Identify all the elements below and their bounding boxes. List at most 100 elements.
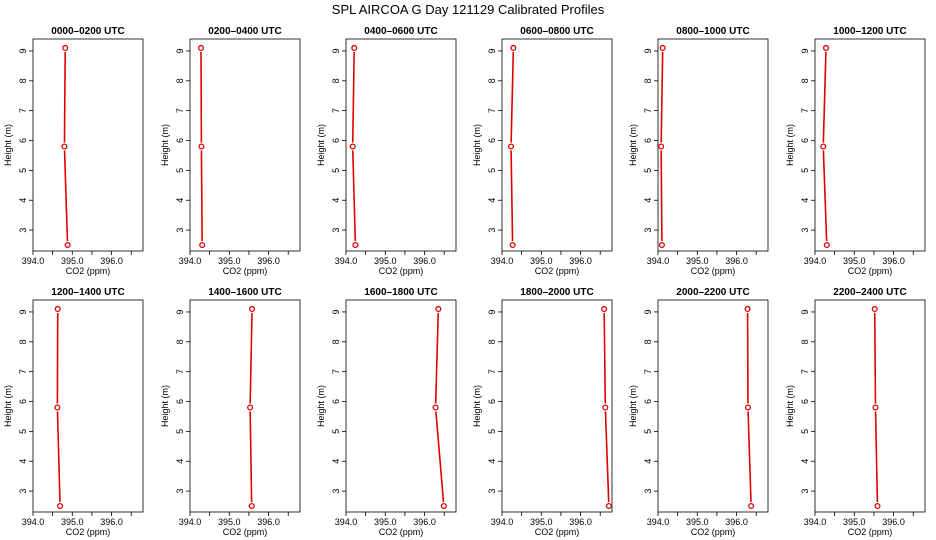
data-point bbox=[199, 241, 206, 249]
data-point bbox=[61, 143, 68, 150]
profile-line-segment bbox=[200, 150, 203, 242]
data-point bbox=[435, 305, 442, 313]
y-tick-label: 9 bbox=[800, 309, 810, 314]
data-point bbox=[440, 502, 447, 510]
y-tick-label: 3 bbox=[331, 228, 341, 233]
data-point bbox=[822, 44, 830, 52]
data-point bbox=[872, 404, 879, 411]
x-tick-label: 395.0 bbox=[530, 256, 553, 266]
plot-frame bbox=[657, 38, 769, 252]
y-tick-label: 5 bbox=[18, 429, 28, 434]
profile-line-segment bbox=[660, 51, 664, 143]
y-tick-label: 9 bbox=[331, 48, 341, 53]
y-tick-label: 5 bbox=[487, 168, 497, 173]
y-tick-label: 3 bbox=[175, 228, 185, 233]
y-tick-label: 4 bbox=[643, 459, 653, 464]
data-point bbox=[507, 143, 515, 150]
data-point bbox=[658, 143, 665, 150]
x-axis-label: CO2 (ppm) bbox=[223, 527, 268, 537]
y-tick-label: 4 bbox=[175, 198, 185, 203]
x-axis-label: CO2 (ppm) bbox=[535, 527, 580, 537]
y-tick-label: 6 bbox=[18, 399, 28, 404]
y-axis-label: Height (m) bbox=[785, 385, 795, 427]
y-tick-label: 4 bbox=[331, 459, 341, 464]
y-tick-label: 3 bbox=[331, 489, 341, 494]
y-tick-label: 3 bbox=[175, 489, 185, 494]
profile-line-segment bbox=[747, 411, 752, 503]
panel-title: 0200–0400 UTC bbox=[208, 26, 281, 37]
y-tick-label: 4 bbox=[487, 459, 497, 464]
profile-panel: 0200–0400 UTC 394.0 395.0 396.0 3 4 5 6 7 8 9 CO2 (… bbox=[160, 26, 301, 276]
profile-line-segment bbox=[351, 150, 357, 242]
plot-frame bbox=[501, 38, 613, 252]
y-tick-label: 3 bbox=[487, 228, 497, 233]
profile-panel: 0000–0200 UTC 394.0 395.0 396.0 3 4 5 6 7 8 9 CO2 (… bbox=[3, 26, 144, 276]
y-tick-label: 9 bbox=[175, 48, 185, 53]
y-tick-label: 9 bbox=[175, 309, 185, 314]
profile-line-segment bbox=[604, 411, 610, 503]
x-tick-label: 396.0 bbox=[413, 517, 436, 527]
profile-line-segment bbox=[510, 150, 514, 242]
profile-line-segment bbox=[63, 51, 66, 143]
x-axis-label: CO2 (ppm) bbox=[535, 266, 580, 276]
profile-line-segment bbox=[822, 150, 828, 242]
y-tick-label: 4 bbox=[18, 459, 28, 464]
y-tick-label: 5 bbox=[18, 168, 28, 173]
data-point bbox=[659, 44, 666, 52]
x-axis-label: CO2 (ppm) bbox=[66, 266, 111, 276]
y-tick-label: 7 bbox=[18, 369, 28, 374]
data-point bbox=[249, 305, 256, 313]
panel-title: 0000–0200 UTC bbox=[51, 26, 124, 37]
y-tick-label: 7 bbox=[18, 108, 28, 113]
data-point bbox=[349, 143, 356, 150]
y-tick-label: 6 bbox=[643, 138, 653, 143]
y-tick-label: 6 bbox=[331, 138, 341, 143]
panel-title: 1600–1800 UTC bbox=[364, 287, 437, 298]
data-point bbox=[658, 241, 665, 249]
x-tick-label: 396.0 bbox=[257, 256, 280, 266]
figure-title: SPL AIRCOA G Day 121129 Calibrated Profi… bbox=[332, 2, 605, 17]
y-tick-label: 3 bbox=[800, 489, 810, 494]
x-tick-label: 394.0 bbox=[335, 517, 358, 527]
data-point bbox=[602, 404, 609, 411]
x-tick-label: 396.0 bbox=[569, 256, 592, 266]
x-axis-label: CO2 (ppm) bbox=[691, 527, 736, 537]
x-axis-label: CO2 (ppm) bbox=[379, 266, 424, 276]
y-axis-label: Height (m) bbox=[316, 385, 326, 427]
x-tick-label: 394.0 bbox=[647, 256, 670, 266]
y-axis-label: Height (m) bbox=[160, 385, 170, 427]
y-tick-label: 9 bbox=[487, 309, 497, 314]
data-point bbox=[247, 404, 254, 411]
y-axis-label: Height (m) bbox=[472, 385, 482, 427]
data-point bbox=[509, 241, 516, 249]
profile-panel: 1600–1800 UTC 394.0 395.0 396.0 3 4 5 6 7 8 9 CO2 (… bbox=[316, 287, 457, 537]
y-axis-label: Height (m) bbox=[316, 124, 326, 166]
x-axis-label: CO2 (ppm) bbox=[848, 527, 893, 537]
x-tick-label: 396.0 bbox=[882, 256, 905, 266]
y-tick-label: 7 bbox=[487, 108, 497, 113]
x-tick-label: 395.0 bbox=[218, 256, 241, 266]
x-tick-label: 394.0 bbox=[647, 517, 670, 527]
y-tick-label: 7 bbox=[175, 108, 185, 113]
data-point bbox=[820, 143, 827, 150]
x-tick-label: 396.0 bbox=[569, 517, 592, 527]
y-tick-label: 5 bbox=[331, 429, 341, 434]
y-tick-label: 8 bbox=[487, 339, 497, 344]
data-point bbox=[197, 44, 205, 52]
x-tick-label: 395.0 bbox=[218, 517, 241, 527]
x-axis-label: CO2 (ppm) bbox=[848, 266, 893, 276]
y-tick-label: 8 bbox=[487, 78, 497, 83]
y-tick-label: 4 bbox=[643, 198, 653, 203]
data-point bbox=[874, 502, 881, 510]
plot-frame bbox=[814, 38, 926, 252]
profile-line-segment bbox=[434, 312, 440, 404]
data-point bbox=[248, 502, 255, 510]
y-tick-label: 9 bbox=[18, 309, 28, 314]
y-tick-label: 6 bbox=[487, 399, 497, 404]
profile-line-segment bbox=[660, 150, 663, 242]
panel-title: 1200–1400 UTC bbox=[51, 287, 124, 298]
y-tick-label: 8 bbox=[18, 339, 28, 344]
x-tick-label: 395.0 bbox=[686, 256, 709, 266]
y-tick-label: 3 bbox=[643, 228, 653, 233]
panel-title: 1800–2000 UTC bbox=[520, 287, 593, 298]
